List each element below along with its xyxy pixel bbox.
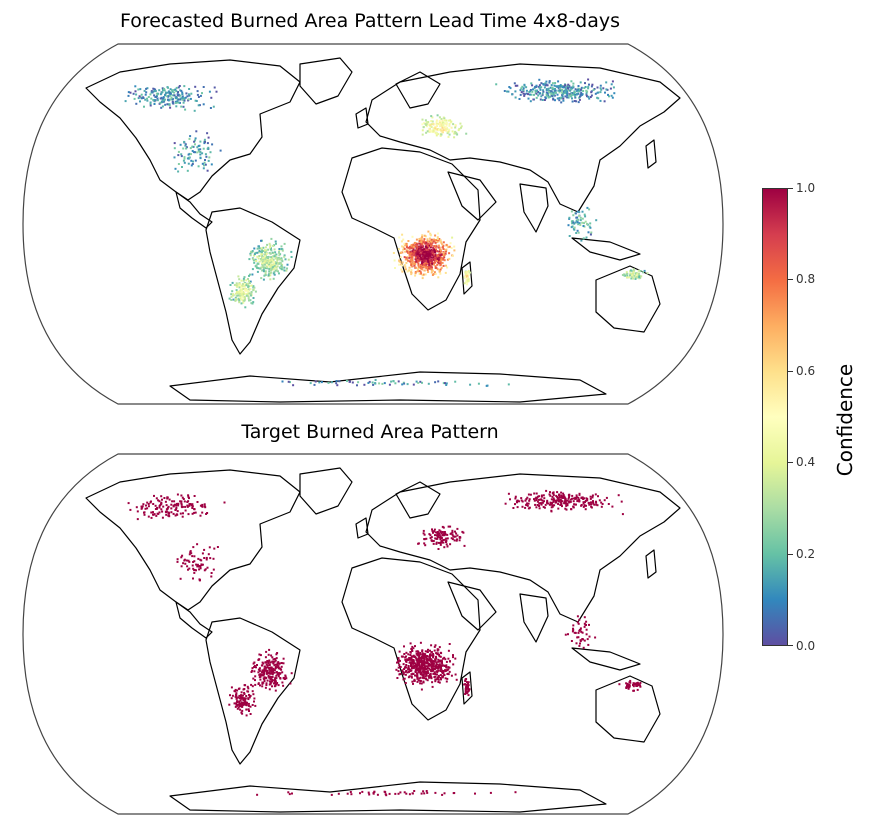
colorbar-tick	[788, 554, 793, 555]
coastline-central-america	[175, 191, 213, 229]
coastline-antarctica	[169, 371, 607, 403]
coastline-scandinavia	[395, 71, 441, 109]
coastline-india	[519, 593, 549, 643]
map-boundary	[22, 43, 724, 405]
colorbar-tick	[788, 279, 793, 280]
fire-pixels-ukraine-russia	[417, 525, 466, 550]
coastline-north-america	[85, 59, 301, 201]
coastline-japan	[645, 549, 657, 579]
target-world-map	[22, 453, 724, 815]
fire-pixels-northern-australia	[618, 679, 642, 692]
coastline-central-america	[175, 601, 213, 639]
coastline-north-america	[85, 469, 301, 611]
coastline-antarctica	[169, 781, 607, 813]
coastline-greenland	[299, 57, 353, 105]
colorbar-gradient	[762, 188, 788, 646]
fire-pixels-southeast-asia	[564, 615, 597, 649]
fire-pixels-northern-australia	[621, 268, 649, 280]
colorbar-tick-label: 1.0	[796, 181, 816, 195]
forecast-panel-title: Forecasted Burned Area Pattern Lead Time…	[119, 10, 621, 32]
fire-pixels-brazil	[250, 648, 293, 692]
coastline-south-america	[205, 207, 301, 355]
coastline-uk	[355, 107, 369, 129]
coastline-madagascar	[461, 261, 473, 295]
fire-pixels-brazil	[248, 237, 293, 283]
coastline-arabia	[447, 581, 497, 631]
fire-pixels-usa	[176, 543, 219, 582]
fire-pixels-antarctic-coast	[281, 379, 510, 387]
colorbar-tick-label: 0.2	[796, 547, 816, 561]
colorbar-tick	[788, 462, 793, 463]
coastline-greenland	[299, 467, 353, 515]
fire-pixels-southern-africa	[392, 230, 456, 280]
coastline-india	[519, 183, 549, 233]
colorbar-tick-label: 0.8	[796, 272, 816, 286]
fire-pixels-siberia	[504, 489, 624, 516]
fire-pixels-canada-alaska	[127, 493, 226, 521]
coastline-arabia	[447, 171, 497, 221]
colorbar-tick	[788, 645, 793, 646]
fire-pixels-southern-africa	[395, 641, 458, 691]
fire-pixels-canada-alaska	[124, 85, 218, 112]
target-panel-title: Target Burned Area Pattern	[241, 421, 499, 443]
fire-pixels-southeast-asia	[567, 206, 598, 242]
fire-pixels-bolivia-paraguay	[228, 273, 257, 309]
coastline-australia	[595, 265, 661, 333]
colorbar-tick-label: 0.4	[796, 455, 816, 469]
coastline-uk	[355, 517, 369, 539]
coastline-japan	[645, 139, 657, 169]
colorbar-tick-label: 0.6	[796, 364, 816, 378]
map-boundary	[22, 453, 724, 815]
fire-pixels-bolivia-paraguay	[228, 683, 257, 717]
coastline-africa	[341, 557, 481, 721]
fire-pixels-ukraine-russia	[421, 114, 468, 139]
coastline-europe-asia	[365, 473, 681, 623]
fire-pixels-madagascar	[463, 269, 472, 286]
colorbar-tick	[788, 188, 793, 189]
coastline-indonesia	[571, 647, 641, 671]
fire-pixels-usa	[173, 130, 222, 173]
coastline-indonesia	[571, 237, 641, 261]
colorbar-tick-label: 0.0	[796, 639, 816, 653]
fire-pixels-siberia	[495, 78, 616, 104]
coastline-scandinavia	[395, 481, 441, 519]
colorbar-tick	[788, 371, 793, 372]
coastline-australia	[595, 675, 661, 743]
coastline-madagascar	[461, 671, 473, 705]
coastline-africa	[341, 147, 481, 311]
coastline-europe-asia	[365, 63, 681, 213]
colorbar: 0.0 0.2 0.4 0.6 0.8 1.0	[762, 181, 872, 658]
fire-pixels-antarctic-coast	[256, 790, 517, 797]
forecast-world-map	[22, 43, 724, 405]
colorbar-title: Confidence	[833, 363, 857, 477]
fire-pixels-madagascar	[463, 678, 471, 697]
coastline-south-america	[205, 617, 301, 765]
